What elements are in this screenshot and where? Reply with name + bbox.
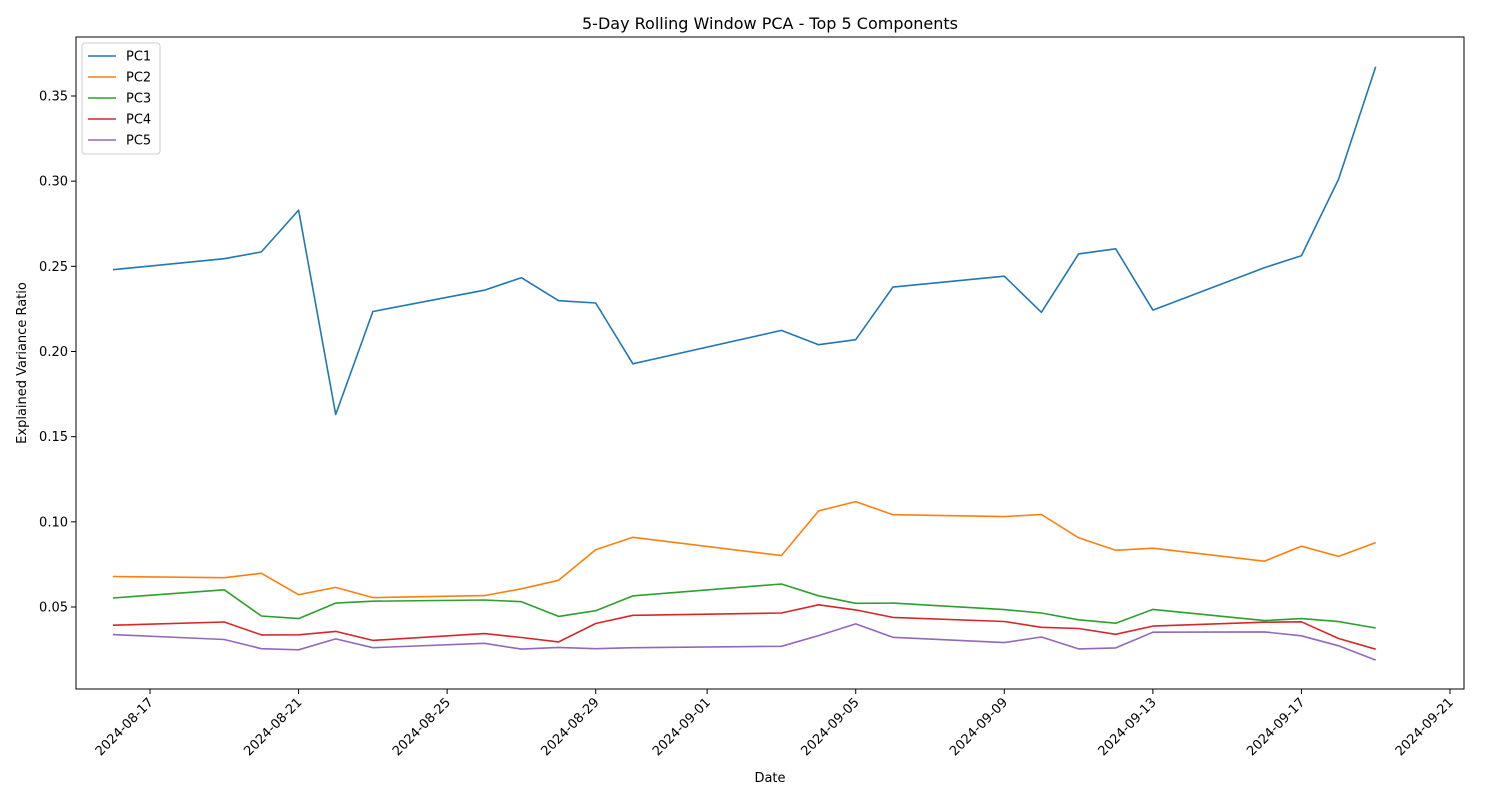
series-line-pc3 xyxy=(112,583,1376,629)
x-tick-label: 2024-08-25 xyxy=(390,695,454,759)
series-line-pc1 xyxy=(112,66,1377,416)
x-tick-label: 2024-09-05 xyxy=(799,695,863,759)
x-axis-title: Date xyxy=(754,771,785,786)
x-tick-label: 2024-08-17 xyxy=(93,695,157,759)
x-tick-label: 2024-09-13 xyxy=(1096,695,1160,759)
x-tick-label: 2024-09-01 xyxy=(650,695,714,759)
x-tick-label: 2024-09-17 xyxy=(1244,695,1308,759)
series-line-pc4 xyxy=(112,603,1376,650)
x-tick-label: 2024-08-21 xyxy=(241,695,305,759)
y-tick-label: 0.15 xyxy=(39,430,68,445)
legend: PC1 PC2 PC3 PC4 PC5 xyxy=(81,42,161,155)
x-axis: 2024-08-17 2024-08-21 2024-08-25 2024-08-29… xyxy=(93,689,1457,759)
y-tick-label: 0.05 xyxy=(39,601,68,616)
y-axis: 0.05 0.10 0.15 0.20 0.25 0.30 0.35 xyxy=(39,90,76,616)
legend-label-pc1: PC1 xyxy=(126,50,151,65)
y-axis-title: Explained Variance Ratio xyxy=(15,282,30,444)
y-tick-label: 0.35 xyxy=(39,90,68,105)
legend-label-pc3: PC3 xyxy=(126,92,151,107)
y-tick-label: 0.10 xyxy=(39,515,68,530)
series-line-pc2 xyxy=(112,500,1376,599)
plot-area-frame xyxy=(75,36,1465,690)
y-tick-label: 0.25 xyxy=(39,260,68,275)
legend-label-pc4: PC4 xyxy=(126,113,151,128)
series-lines xyxy=(112,66,1377,661)
y-tick-label: 0.20 xyxy=(39,345,68,360)
x-tick-label: 2024-08-29 xyxy=(539,695,603,759)
y-tick-label: 0.30 xyxy=(39,175,68,190)
x-tick-label: 2024-09-21 xyxy=(1393,695,1457,759)
series-line-pc5 xyxy=(112,623,1376,661)
legend-box xyxy=(81,42,161,155)
chart-title: 5-Day Rolling Window PCA - Top 5 Compone… xyxy=(582,14,958,33)
x-tick-label: 2024-09-09 xyxy=(947,695,1011,759)
legend-label-pc2: PC2 xyxy=(126,71,151,86)
legend-label-pc5: PC5 xyxy=(126,134,151,149)
